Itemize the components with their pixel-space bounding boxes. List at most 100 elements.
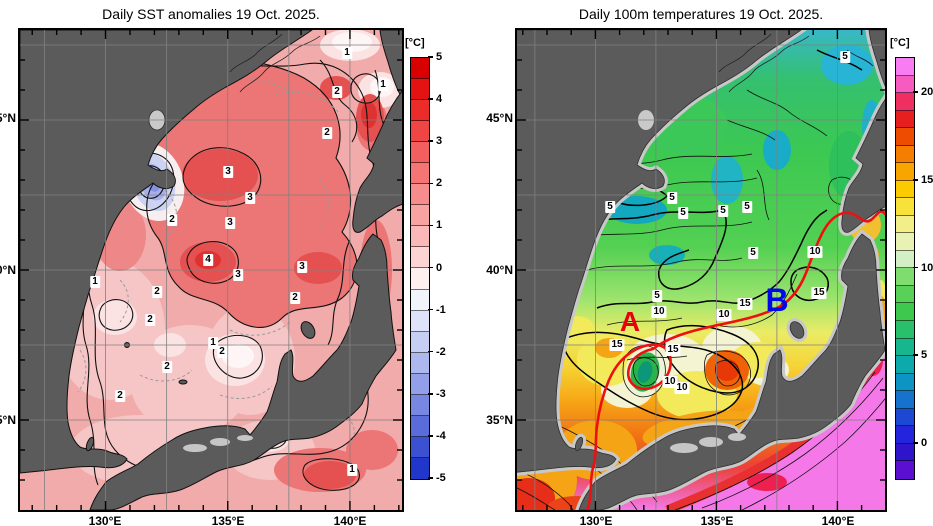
x-axis-tick-label: 130°E: [579, 514, 613, 526]
colorbar: [895, 57, 915, 480]
colorbar-segment: [411, 226, 429, 248]
colorbar-segment: [896, 128, 914, 146]
colorbar-segment: [896, 426, 914, 444]
colorbar: [410, 57, 430, 480]
colorbar-tick-mark: [428, 308, 433, 311]
colorbar-segment: [411, 268, 429, 290]
colorbar-tick-label: -2: [436, 345, 446, 358]
colorbar-segment: [411, 163, 429, 185]
colorbar-segment: [896, 233, 914, 251]
colorbar-segment: [896, 110, 914, 129]
colorbar-segment: [896, 461, 914, 479]
y-axis-tick-label: 40°N: [0, 263, 16, 277]
colorbar-tick-mark: [913, 91, 918, 93]
y-axis-tick-label: 45°N: [0, 111, 16, 125]
colorbar-tick-label: 1: [436, 219, 443, 232]
colorbar-tick-label: 10: [921, 261, 933, 274]
colorbar-tick-label: 15: [921, 173, 933, 186]
colorbar-segment: [896, 408, 914, 427]
colorbar-tick-mark: [428, 477, 433, 479]
y-axis-tick-label: 45°N: [486, 111, 513, 125]
colorbar-segment: [896, 356, 914, 374]
colorbar-unit-label: [°C]: [405, 37, 425, 49]
current-path-line: [585, 210, 885, 510]
colorbar-segment: [896, 285, 914, 304]
colorbar-segment: [411, 415, 429, 437]
colorbar-segment: [896, 443, 914, 462]
y-axis-tick-label: 35°N: [486, 413, 513, 427]
temp100m-field: [517, 30, 885, 510]
axis-ticks-right: [517, 30, 885, 510]
colorbar-tick-mark: [428, 56, 433, 58]
colorbar-segment: [411, 247, 429, 269]
x-axis-tick-label: 140°E: [821, 514, 855, 526]
colorbar-segment: [896, 338, 914, 357]
x-axis-tick-label: 135°E: [700, 514, 734, 526]
colorbar-tick-mark: [428, 98, 433, 100]
colorbar-tick-label: 4: [436, 93, 443, 106]
colorbar-tick-mark: [428, 140, 433, 142]
colorbar-segment: [896, 145, 914, 164]
colorbar-tick-mark: [913, 354, 918, 356]
colorbar-segment: [411, 142, 429, 164]
colorbar-segment: [896, 320, 914, 339]
grid-right: [517, 30, 885, 510]
colorbar-segment: [896, 215, 914, 234]
colorbar-segment: [896, 373, 914, 392]
colorbar-segment: [896, 250, 914, 269]
colorbar-tick-mark: [428, 435, 433, 437]
colorbar-segment: [411, 457, 429, 479]
colorbar-segment: [411, 436, 429, 458]
colorbar-segment: [411, 121, 429, 143]
colorbar-tick-label: 2: [436, 177, 443, 190]
sst-anomaly-map: [18, 28, 404, 512]
left-map-title: Daily SST anomalies 19 Oct. 2025.: [102, 6, 320, 22]
colorbar-segment: [896, 198, 914, 216]
colorbar-unit-label: [°C]: [890, 37, 910, 49]
x-axis-tick-label: 130°E: [88, 514, 122, 526]
grid-left: [20, 30, 402, 510]
colorbar-segment: [896, 268, 914, 286]
y-axis-tick-label: 35°N: [0, 413, 16, 427]
colorbar-segment: [411, 331, 429, 353]
colorbar-tick-mark: [428, 224, 433, 227]
colorbar-segment: [411, 79, 429, 101]
colorbar-tick-mark: [428, 266, 433, 269]
kuroshio-warm-water: [682, 340, 885, 510]
colorbar-tick-label: 5: [436, 51, 443, 63]
colorbar-tick-mark: [428, 182, 433, 185]
colorbar-tick-label: 0: [436, 261, 443, 274]
axis-ticks-left: [20, 30, 402, 510]
temp100m-map: [515, 28, 887, 512]
colorbar-segment: [411, 289, 429, 311]
colorbar-segment: [896, 163, 914, 181]
colorbar-segment: [411, 205, 429, 227]
colorbar-segment: [411, 352, 429, 374]
x-axis-tick-label: 135°E: [211, 514, 245, 526]
colorbar-segment: [411, 58, 429, 80]
colorbar-segment: [896, 58, 914, 76]
colorbar-tick-mark: [428, 350, 433, 353]
colorbar-tick-label: 3: [436, 135, 443, 148]
colorbar-segment: [411, 394, 429, 416]
colorbar-tick-mark: [428, 393, 433, 395]
colorbar-tick-mark: [913, 442, 918, 444]
colorbar-tick-label: 20: [921, 86, 933, 99]
sst-anomaly-field: [20, 30, 402, 510]
colorbar-tick-label: 0: [921, 436, 928, 449]
colorbar-segment: [411, 310, 429, 332]
colorbar-segment: [896, 93, 914, 111]
colorbar-tick-label: -5: [436, 472, 446, 484]
colorbar-segment: [896, 75, 914, 94]
colorbar-segment: [411, 184, 429, 206]
colorbar-tick-label: 5: [921, 349, 928, 362]
colorbar-tick-mark: [913, 266, 918, 269]
colorbar-tick-label: -1: [436, 303, 446, 316]
colorbar-segment: [411, 100, 429, 122]
colorbar-tick-label: -4: [436, 429, 446, 442]
colorbar-segment: [896, 303, 914, 321]
right-map-title: Daily 100m temperatures 19 Oct. 2025.: [578, 6, 824, 22]
colorbar-tick-label: -3: [436, 387, 446, 400]
colorbar-segment: [411, 373, 429, 395]
